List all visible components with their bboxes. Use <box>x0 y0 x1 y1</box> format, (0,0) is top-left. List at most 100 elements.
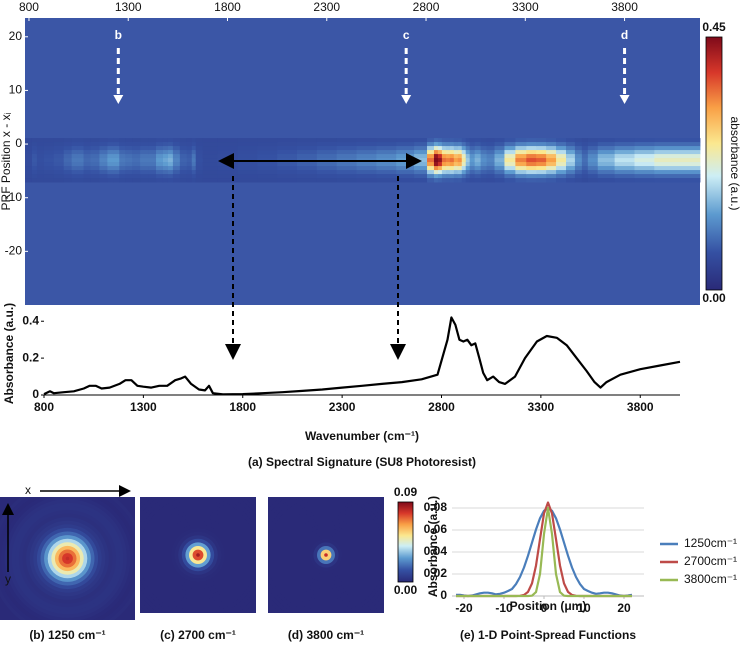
heatmap-cell <box>186 154 193 159</box>
x-tick-label: 3800 <box>611 0 638 14</box>
heatmap-cell <box>162 166 169 171</box>
heatmap-cell <box>356 170 377 175</box>
heatmap-cell <box>296 178 318 183</box>
heatmap-cell <box>316 138 338 143</box>
heatmap-cell <box>565 170 576 175</box>
heatmap-cell <box>90 158 100 163</box>
heatmap-cell <box>77 142 84 147</box>
heatmap-cell <box>172 174 181 179</box>
heatmap-cell <box>515 142 527 147</box>
heatmap-cell <box>494 166 505 171</box>
heatmap-cell <box>587 178 599 183</box>
heatmap-cell <box>83 170 91 175</box>
heatmap-cell <box>36 166 45 171</box>
heatmap-cell <box>449 158 455 163</box>
x-tick-label: -20 <box>455 601 473 615</box>
y-axis-label: Absorbance (a.u.) <box>426 496 440 597</box>
heatmap-cell <box>31 174 38 179</box>
heatmap-cell <box>480 146 487 151</box>
heatmap-cell <box>556 170 567 175</box>
heatmap-cell <box>53 174 65 179</box>
heatmap-cell <box>99 142 108 147</box>
heatmap-cell <box>581 178 589 183</box>
heatmap-cell <box>546 138 557 143</box>
heatmap-cell <box>202 174 218 179</box>
heatmap-cell <box>437 170 443 175</box>
heatmap-cell <box>565 142 576 147</box>
heatmap-cell <box>433 170 439 175</box>
heatmap-cell <box>63 142 73 147</box>
heatmap-cell <box>469 150 476 155</box>
heatmap-cell <box>536 178 547 183</box>
heatmap-cell <box>574 178 583 183</box>
heatmap-cell <box>469 158 476 163</box>
x-axis-label: Wavenumber (cm⁻¹) <box>305 429 419 443</box>
heatmap-cell <box>99 174 108 179</box>
heatmap-cell <box>25 178 33 183</box>
heatmap-cell <box>526 166 537 171</box>
heatmap-cell <box>480 142 487 147</box>
heatmap-cell <box>445 178 451 183</box>
heatmap-cell <box>474 146 482 151</box>
heatmap-cell <box>36 158 45 163</box>
heatmap-cell <box>217 178 238 183</box>
heatmap-cell <box>167 150 174 155</box>
heatmap-cell <box>581 150 589 155</box>
heatmap-cell <box>99 154 108 159</box>
y-tick-label: 0.02 <box>424 566 448 580</box>
heatmap-cell <box>396 154 415 159</box>
heatmap-cell <box>186 146 193 151</box>
heatmap-cell <box>414 162 428 167</box>
heatmap-cell <box>356 138 377 143</box>
heatmap-cell <box>316 154 338 159</box>
heatmap-cell <box>63 174 73 179</box>
heatmap-cell <box>36 146 45 151</box>
heatmap-cell <box>536 162 547 167</box>
heatmap-cell <box>71 146 79 151</box>
heatmap-cell <box>654 138 701 143</box>
heatmap-cell <box>140 166 149 171</box>
heatmap-cell <box>113 138 120 143</box>
heatmap-cell <box>414 138 428 143</box>
heatmap-cell <box>217 174 238 179</box>
heatmap-cell <box>504 174 516 179</box>
heatmap-cell <box>453 166 459 171</box>
heatmap-cell <box>172 154 181 159</box>
heatmap-cell <box>437 158 443 163</box>
heatmap-cell <box>504 158 516 163</box>
heatmap-cell <box>427 146 435 151</box>
heatmap-cell <box>597 162 616 167</box>
heatmap-cell <box>414 166 428 171</box>
heatmap-cell <box>63 146 73 151</box>
heatmap-cell <box>581 170 589 175</box>
heatmap-cell <box>587 138 599 143</box>
heatmap-cell <box>433 158 439 163</box>
heatmap-cell <box>77 174 84 179</box>
heatmap-cell <box>125 154 133 159</box>
heatmap-cell <box>427 138 435 143</box>
heatmap-cell <box>515 150 527 155</box>
heatmap-cell <box>125 174 133 179</box>
heatmap-cell <box>167 146 174 151</box>
heatmap-cell <box>437 150 443 155</box>
heatmap-cell <box>587 166 599 171</box>
heatmap-cell <box>433 138 439 143</box>
heatmap-cell <box>445 138 451 143</box>
heatmap-cell <box>25 154 33 159</box>
heatmap-cell <box>634 174 655 179</box>
heatmap-cell <box>574 142 583 147</box>
heatmap-cell <box>414 170 428 175</box>
heatmap-cell <box>614 138 635 143</box>
heatmap-cell <box>581 158 589 163</box>
heatmap-cell <box>195 170 204 175</box>
heatmap-cell <box>277 170 298 175</box>
heatmap-cell <box>237 174 258 179</box>
heatmap-cell <box>526 158 537 163</box>
heatmap-cell <box>36 174 45 179</box>
heatmap-cell <box>556 166 567 171</box>
heatmap-cell <box>277 178 298 183</box>
heatmap-cell <box>461 150 467 155</box>
heatmap-cell <box>581 142 589 147</box>
heatmap-cell <box>316 178 338 183</box>
heatmap-cell <box>565 174 576 179</box>
